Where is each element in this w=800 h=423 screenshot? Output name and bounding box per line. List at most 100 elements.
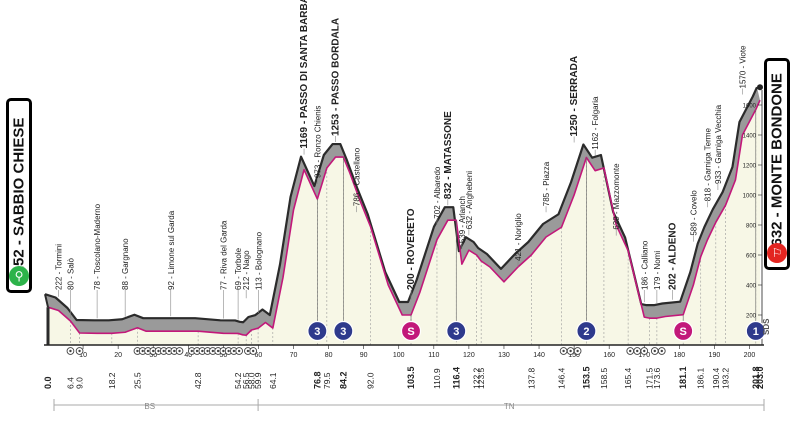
km-label-2: 9.0	[75, 377, 85, 389]
x-tick-label-0: 10	[79, 352, 87, 359]
km-label-26: 173.6	[652, 367, 662, 389]
checkpoint-icon-dot-20	[237, 349, 241, 353]
checkpoint-icon-dot-6	[157, 349, 160, 353]
km-label-7: 56.5	[241, 372, 251, 389]
waypoint-label-24: 179 - Nomi	[653, 251, 662, 290]
marker-label-0: 3	[314, 326, 320, 338]
x-tick-label-3: 40	[184, 352, 192, 359]
waypoint-label-11: 1253 - PASSO BORDALA	[331, 18, 342, 136]
checkpoint-icon-dot-7	[162, 349, 165, 353]
x-tick-label-9: 100	[393, 352, 405, 359]
finish-dot	[757, 84, 763, 91]
checkpoint-icon-dot-11	[190, 349, 194, 353]
start-label: 252 - SABBIO CHIESE	[10, 117, 28, 274]
x-tick-label-5: 60	[255, 352, 263, 359]
waypoint-label-5: 77 - Riva del Garda	[219, 220, 228, 290]
km-label-14: 92.0	[366, 372, 376, 389]
km-label-29: 190.4	[711, 367, 721, 389]
checkpoint-icon-dot-15	[211, 349, 215, 353]
km-label-28: 186.1	[696, 367, 706, 389]
waypoint-label-27: 818 - Garniga Terme	[703, 128, 712, 202]
km-label-18: 122.2	[472, 367, 482, 389]
km-label-22: 153.5	[581, 366, 591, 389]
y-tick-label-0: 200	[746, 314, 757, 320]
waypoint-label-22: 629 - Mazzomonte	[612, 163, 621, 230]
x-tick-label-2: 30	[149, 352, 157, 359]
waypoint-label-2: 78 - Toscolano-Maderno	[93, 203, 102, 290]
checkpoint-icon-dot-10	[178, 349, 181, 353]
marker-kom-6	[745, 320, 766, 342]
checkpoint-icon-dot-4	[146, 349, 150, 353]
waypoint-label-23: 186 - Calliano	[640, 240, 649, 290]
waypoint-label-15: 832 - MATASSONE	[443, 111, 454, 199]
km-label-31: 201.8	[751, 366, 761, 389]
y-tick-label-6: 1400	[743, 134, 757, 140]
km-label-24: 165.4	[623, 367, 633, 389]
km-label-17: 116.4	[451, 367, 461, 389]
y-tick-label-1: 400	[746, 284, 757, 290]
x-tick-label-4: 50	[219, 352, 227, 359]
marker-sprint-2	[400, 320, 422, 342]
km-label-19: 123.5	[476, 367, 486, 389]
sds-logo: SDS	[762, 318, 771, 335]
finish-flag-icon: ⚐	[767, 243, 787, 263]
waypoint-label-26: 589 - Covelo	[689, 190, 698, 236]
checkpoint-icon-dot-26	[629, 349, 632, 353]
waypoint-label-9: 1169 - PASSO DI SANTA BARBARA	[299, 0, 310, 149]
checkpoint-icon-dot-25	[576, 349, 579, 353]
waypoint-label-16: 539 - Arlanch	[458, 196, 467, 243]
waypoint-label-20: 1250 - SERRADA	[569, 56, 580, 137]
km-label-8: 58.0	[246, 372, 256, 389]
profile-area	[48, 100, 760, 345]
y-tick-label-7: 1600	[743, 104, 757, 110]
waypoint-label-14: 702 - Albaredo	[433, 166, 442, 219]
checkpoint-icon-dot-14	[206, 349, 209, 353]
checkpoint-icon-dot-18	[227, 349, 230, 353]
marker-label-4: 2	[583, 326, 589, 338]
x-tick-label-14: 150	[568, 352, 580, 359]
marker-label-3: 3	[453, 326, 459, 338]
km-label-16: 110.9	[432, 368, 442, 389]
x-tick-label-7: 80	[325, 352, 333, 359]
km-label-5: 42.8	[193, 372, 203, 389]
waypoint-label-8: 113 - Bolognano	[254, 231, 263, 290]
checkpoint-icon-dot-13	[201, 349, 204, 353]
km-label-10: 64.1	[268, 372, 278, 389]
checkpoint-icon-dot-8	[167, 349, 171, 353]
km-label-6: 54.2	[233, 372, 243, 389]
checkpoint-icon-dot-12	[195, 349, 199, 353]
marker-label-2: S	[407, 326, 414, 338]
checkpoint-icon-dot-5	[152, 349, 155, 353]
finish-label: 1632 - MONTE BONDONE	[768, 73, 786, 255]
profile-route-line	[47, 99, 761, 337]
x-tick-label-10: 110	[428, 352, 439, 359]
y-tick-label-2: 600	[746, 254, 757, 260]
waypoint-label-6: 69 - Torbole	[234, 247, 243, 290]
start-wall-top	[44, 293, 49, 308]
y-tick-label-4: 1000	[743, 194, 757, 200]
km-label-25: 171.5	[645, 367, 655, 389]
y-tick-label-5: 1200	[743, 164, 757, 170]
km-label-20: 137.8	[526, 367, 536, 389]
km-label-30: 193.2	[721, 367, 731, 389]
waypoint-label-29: 1570 - Viote	[738, 45, 747, 89]
x-tick-label-18: 190	[709, 352, 721, 359]
waypoint-label-28: 933 - Garniga Vecchia	[714, 104, 723, 184]
checkpoint-icon-dot-24	[569, 349, 572, 353]
km-label-9: 59.9	[253, 372, 263, 389]
marker-kom-0	[307, 320, 328, 342]
marker-kom-1	[333, 320, 354, 342]
checkpoint-icon-dot-30	[660, 349, 663, 353]
x-tick-label-8: 90	[360, 352, 368, 359]
km-label-4: 25.5	[132, 372, 142, 389]
checkpoint-icon-dot-22	[251, 349, 255, 353]
x-tick-label-16: 170	[638, 352, 650, 359]
marker-label-1: 3	[340, 326, 346, 338]
km-label-23: 158.5	[599, 367, 609, 389]
x-tick-label-6: 70	[290, 352, 298, 359]
checkpoint-icon-dot-23	[562, 349, 565, 353]
x-tick-label-17: 180	[673, 352, 685, 359]
checkpoint-icon-dot-1	[78, 349, 81, 353]
